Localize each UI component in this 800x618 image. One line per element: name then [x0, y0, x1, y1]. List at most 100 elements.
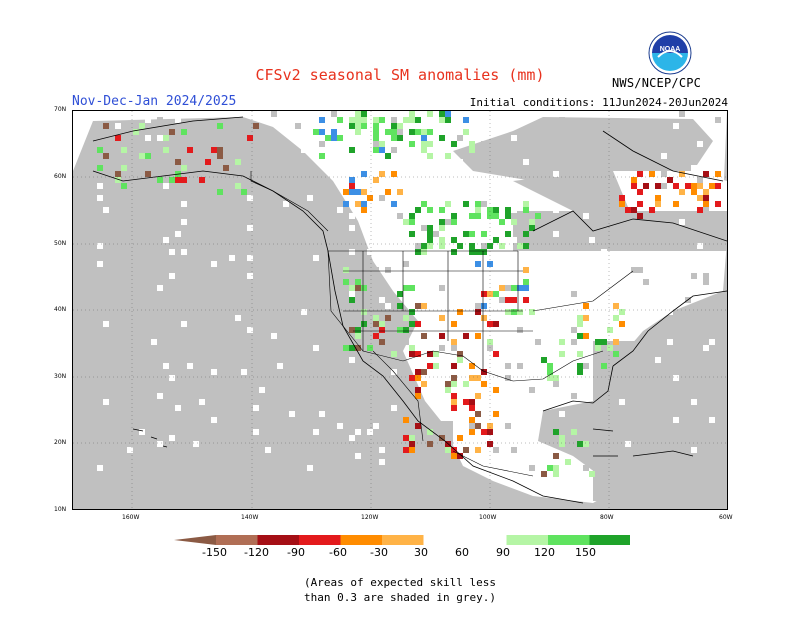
anomaly-cell: [103, 153, 109, 159]
anomaly-cell: [367, 249, 373, 255]
anomaly-cell: [151, 291, 157, 297]
anomaly-cell: [619, 321, 625, 327]
anomaly-cell: [379, 201, 385, 207]
anomaly-cell: [391, 147, 397, 153]
anomaly-cell: [247, 135, 253, 141]
anomaly-cell: [613, 339, 619, 345]
anomaly-cell: [373, 117, 379, 123]
anomaly-cell: [427, 363, 433, 369]
anomaly-cell: [127, 201, 133, 207]
anomaly-cell: [121, 351, 127, 357]
anomaly-cell: [475, 375, 481, 381]
anomaly-cell: [589, 231, 595, 237]
anomaly-cell: [247, 153, 253, 159]
anomaly-cell: [457, 237, 463, 243]
anomaly-cell: [277, 363, 283, 369]
anomaly-cell: [385, 315, 391, 321]
anomaly-cell: [361, 285, 367, 291]
anomaly-cell: [499, 285, 505, 291]
anomaly-cell: [409, 111, 415, 117]
anomaly-cell: [181, 321, 187, 327]
anomaly-cell: [283, 123, 289, 129]
anomaly-cell: [439, 207, 445, 213]
anomaly-cell: [469, 423, 475, 429]
anomaly-cell: [457, 243, 463, 249]
anomaly-cell: [343, 267, 349, 273]
legend-swatch: [257, 535, 299, 545]
anomaly-cell: [511, 459, 517, 465]
anomaly-cell: [403, 417, 409, 423]
anomaly-cell: [349, 213, 355, 219]
anomaly-cell: [631, 183, 637, 189]
anomaly-cell: [637, 213, 643, 219]
anomaly-cell: [523, 279, 529, 285]
anomaly-cell: [691, 183, 697, 189]
anomaly-cell: [583, 333, 589, 339]
legend-swatch: [465, 535, 507, 545]
anomaly-cell: [415, 207, 421, 213]
anomaly-cell: [481, 429, 487, 435]
anomaly-cell: [445, 219, 451, 225]
anomaly-cell: [619, 123, 625, 129]
anomaly-cell: [367, 141, 373, 147]
anomaly-cell: [505, 297, 511, 303]
anomaly-cell: [127, 447, 133, 453]
anomaly-cell: [403, 339, 409, 345]
anomaly-cell: [505, 291, 511, 297]
anomaly-cell: [511, 285, 517, 291]
anomaly-cell: [457, 159, 463, 165]
anomaly-cell: [445, 189, 451, 195]
anomaly-cell: [97, 165, 103, 171]
anomaly-cell: [481, 411, 487, 417]
anomaly-cell: [187, 243, 193, 249]
anomaly-cell: [493, 189, 499, 195]
anomaly-cell: [661, 183, 667, 189]
anomaly-cell: [451, 237, 457, 243]
anomaly-cell: [391, 201, 397, 207]
anomaly-cell: [679, 399, 685, 405]
anomaly-cell: [613, 315, 619, 321]
anomaly-cell: [655, 201, 661, 207]
anomaly-cell: [565, 459, 571, 465]
lat-label-70: 70N: [54, 106, 67, 113]
anomaly-cell: [211, 261, 217, 267]
anomaly-cell: [379, 339, 385, 345]
anomaly-cell: [397, 327, 403, 333]
anomaly-cell: [697, 177, 703, 183]
anomaly-cell: [493, 213, 499, 219]
anomaly-cell: [451, 363, 457, 369]
anomaly-cell: [379, 147, 385, 153]
anomaly-cell: [619, 309, 625, 315]
anomaly-cell: [511, 171, 517, 177]
anomaly-cell: [643, 453, 649, 459]
anomaly-cell: [415, 321, 421, 327]
anomaly-cell: [673, 183, 679, 189]
anomaly-cell: [367, 345, 373, 351]
anomaly-cell: [313, 345, 319, 351]
anomaly-cell: [157, 117, 163, 123]
anomaly-cell: [601, 363, 607, 369]
anomaly-cell: [463, 333, 469, 339]
anomaly-cell: [271, 111, 277, 117]
anomaly-cell: [505, 231, 511, 237]
anomaly-cell: [343, 279, 349, 285]
anomaly-cell: [355, 429, 361, 435]
anomaly-cell: [355, 279, 361, 285]
anomaly-cell: [415, 243, 421, 249]
anomaly-cell: [703, 171, 709, 177]
anomaly-cell: [487, 291, 493, 297]
anomaly-cell: [349, 183, 355, 189]
anomaly-cell: [403, 435, 409, 441]
anomaly-cell: [511, 297, 517, 303]
anomaly-cell: [313, 183, 319, 189]
anomaly-cell: [415, 423, 421, 429]
anomaly-cell: [337, 177, 343, 183]
anomaly-cell: [163, 219, 169, 225]
anomaly-cell: [349, 117, 355, 123]
anomaly-cell: [493, 411, 499, 417]
anomaly-cell: [583, 213, 589, 219]
anomaly-cell: [103, 393, 109, 399]
anomaly-cell: [475, 333, 481, 339]
anomaly-cell: [199, 213, 205, 219]
anomaly-cell: [241, 189, 247, 195]
